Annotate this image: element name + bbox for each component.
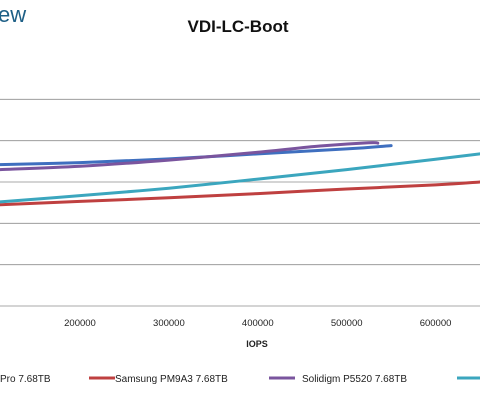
chart-title: VDI-LC-Boot: [187, 17, 288, 36]
x-axis-title: IOPS: [246, 339, 268, 349]
x-tick-label-0: 200000: [64, 318, 96, 329]
legend: Pro 7.68TB Samsung PM9A3 7.68TB Solidigm P…: [0, 374, 480, 385]
series-line-0: [0, 144, 393, 167]
x-tick-label-4: 600000: [420, 318, 452, 329]
legend-label-2: Solidigm P5520 7.68TB: [302, 374, 407, 385]
legend-label-1: Samsung PM9A3 7.68TB: [115, 374, 228, 385]
x-tick-label-1: 300000: [153, 318, 185, 329]
legend-label-0: Pro 7.68TB: [0, 374, 51, 385]
series-line-2: [0, 141, 380, 172]
logo-fragment: ew: [0, 2, 27, 27]
x-axis-ticks: 200000 300000 400000 500000 600000: [64, 318, 451, 329]
series-line-1: [0, 180, 480, 207]
x-tick-label-3: 500000: [331, 318, 363, 329]
series-lines: [0, 141, 480, 207]
series-line-3: [0, 152, 480, 204]
x-tick-label-2: 400000: [242, 318, 274, 329]
